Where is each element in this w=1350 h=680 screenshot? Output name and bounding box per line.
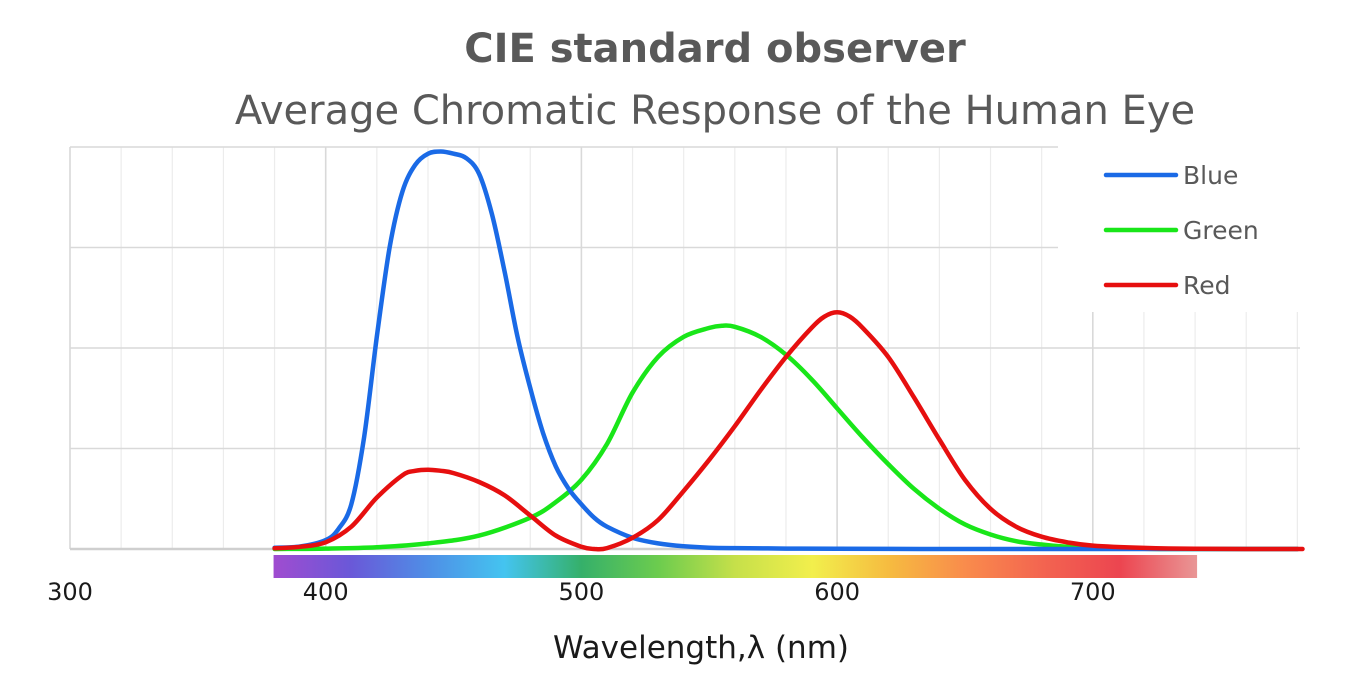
legend-background [1058, 145, 1302, 312]
chart-subtitle: Average Chromatic Response of the Human … [234, 88, 1196, 134]
series-line-green [272, 323, 1300, 552]
x-axis-label: Wavelength,λ (nm) [553, 630, 849, 666]
x-tick-label: 600 [814, 578, 860, 606]
x-tick-label: 500 [558, 578, 604, 606]
x-tick-label: 300 [47, 578, 93, 606]
chart-legend[interactable]: Blue Green Red [1103, 161, 1259, 300]
x-tick-label: 400 [303, 578, 349, 606]
series-line-red [272, 310, 1305, 552]
legend-label-blue[interactable]: Blue [1183, 161, 1238, 190]
spectrum-color-bar [273, 555, 1198, 578]
x-axis-ticks: 300 400 500 600 700 [47, 578, 1116, 606]
legend-label-green[interactable]: Green [1183, 216, 1259, 245]
series-line-blue [272, 149, 1300, 552]
x-tick-label: 700 [1070, 578, 1116, 606]
plot-series [272, 149, 1305, 552]
chart-title: CIE standard observer [464, 26, 966, 72]
legend-label-red[interactable]: Red [1183, 271, 1231, 300]
